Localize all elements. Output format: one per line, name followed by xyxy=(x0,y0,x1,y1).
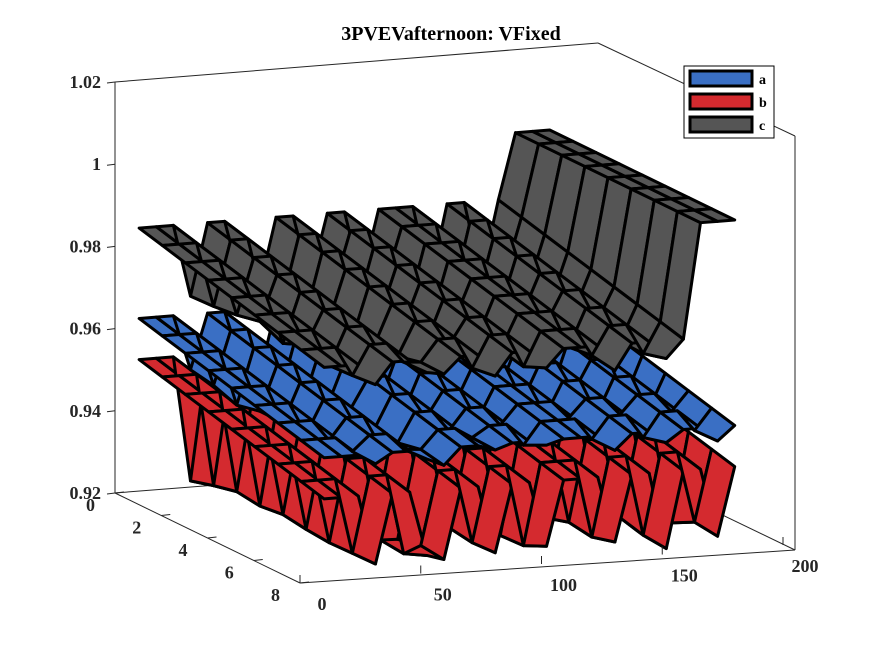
y-tick-label: 4 xyxy=(179,540,188,560)
x-tick-label: 50 xyxy=(434,585,452,605)
legend-label-c: c xyxy=(759,119,765,134)
y-tick-label: 6 xyxy=(225,563,234,583)
z-tick-label: 0.96 xyxy=(70,319,102,339)
y-tick-mark xyxy=(114,491,125,494)
y-tick-label: 2 xyxy=(132,518,141,538)
y-tick-label: 0 xyxy=(86,495,95,515)
legend-swatch-c xyxy=(688,115,754,134)
legend: a b c xyxy=(683,65,775,139)
y-tick-mark xyxy=(299,581,310,584)
z-tick-mark xyxy=(106,163,116,166)
z-tick-mark xyxy=(106,492,116,495)
legend-swatch-b xyxy=(688,92,754,111)
z-tick-label: 0.92 xyxy=(70,483,102,503)
legend-label-a: a xyxy=(759,73,766,88)
z-axis-ticks: 0.92 0.94 0.96 0.98 1 1.02 xyxy=(70,72,116,503)
surface-c-patch xyxy=(692,207,737,223)
surface-plot xyxy=(137,128,737,566)
chart-title: 3PVEVafternoon: VFixed xyxy=(341,23,560,45)
z-tick-mark xyxy=(106,81,116,84)
x-tick-label: 0 xyxy=(318,594,327,614)
y-tick-mark xyxy=(253,559,263,561)
surface-a-patch xyxy=(692,406,737,443)
z-tick-mark xyxy=(106,245,116,248)
z-tick-label: 1.02 xyxy=(70,72,102,92)
x-tick-label: 150 xyxy=(671,566,698,586)
y-tick-mark xyxy=(161,514,171,516)
x-axis-ticks: 0 50 100 150 200 xyxy=(299,537,819,614)
x-tick-label: 100 xyxy=(550,575,577,595)
legend-label-b: b xyxy=(759,96,767,111)
surface-b-patch xyxy=(692,447,737,538)
z-tick-mark xyxy=(106,328,116,331)
y-axis-ticks: 0 2 4 6 8 xyxy=(86,491,310,605)
y-tick-label: 8 xyxy=(271,585,280,605)
z-tick-mark xyxy=(106,410,116,413)
legend-swatch-a xyxy=(688,69,754,88)
surface-c xyxy=(137,128,737,387)
z-tick-label: 1 xyxy=(92,154,101,174)
y-tick-mark xyxy=(207,536,217,539)
x-tick-label: 200 xyxy=(792,556,819,576)
z-tick-label: 0.98 xyxy=(70,236,102,256)
z-tick-label: 0.94 xyxy=(70,401,102,421)
